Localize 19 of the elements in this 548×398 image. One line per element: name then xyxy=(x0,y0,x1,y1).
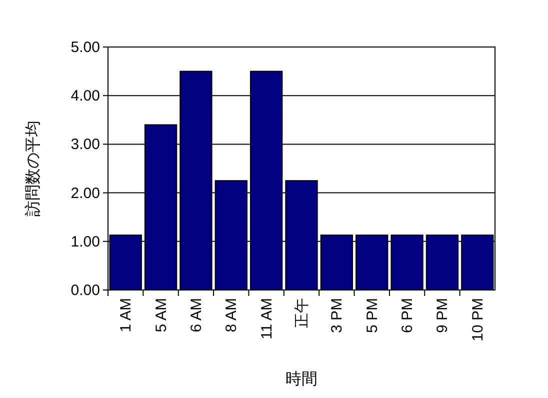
x-tick-label: 9 PM xyxy=(434,298,452,334)
y-tick-label: 4.00 xyxy=(70,88,100,105)
y-tick-label: 3.00 xyxy=(70,136,100,154)
x-axis-title: 時間 xyxy=(286,370,318,388)
x-tick-label: 3 PM xyxy=(328,298,346,334)
y-tick-label: 5.00 xyxy=(70,39,100,56)
y-axis-title: 訪問数の平均 xyxy=(24,120,42,216)
x-tick-label: 11 AM xyxy=(258,298,276,340)
x-tick-label: 6 PM xyxy=(399,298,416,334)
x-tick-label: 8 AM xyxy=(223,298,240,332)
x-tick-label: 正午 xyxy=(294,298,310,328)
x-tick-label: 5 PM xyxy=(364,298,381,334)
x-tick-label: 6 AM xyxy=(188,298,205,332)
x-tick-label: 5 AM xyxy=(152,298,170,332)
y-tick-label: 1.00 xyxy=(70,233,100,250)
x-tick-label: 1 AM xyxy=(118,298,135,332)
x-tick-label: 10 PM xyxy=(469,298,486,342)
y-tick-label: 2.00 xyxy=(70,184,100,202)
y-tick-label: 0.00 xyxy=(70,282,100,299)
